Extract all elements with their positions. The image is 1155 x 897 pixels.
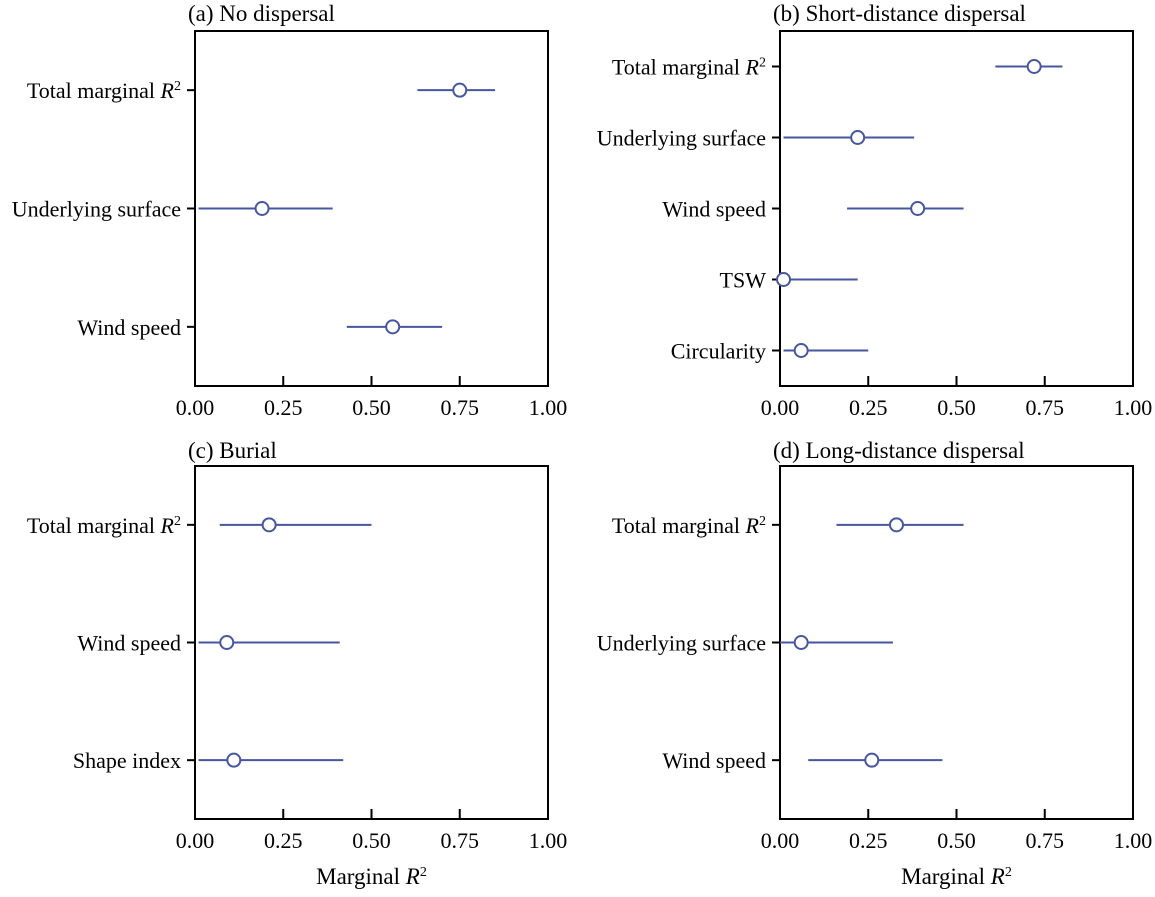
category-label: Total marginal R2 — [27, 513, 181, 538]
panel-title: (a) No dispersal — [188, 1, 335, 26]
x-axis-label: Marginal R2 — [901, 864, 1012, 889]
x-tick-label: 1.00 — [1114, 395, 1153, 420]
x-tick-label: 0.50 — [352, 828, 391, 853]
data-point — [254, 201, 270, 216]
x-tick-label: 0.75 — [1026, 828, 1065, 853]
data-point — [910, 201, 926, 216]
panel-title: (c) Burial — [188, 438, 277, 463]
data-point — [888, 517, 904, 533]
panel-title: (b) Short-distance dispersal — [773, 1, 1026, 26]
x-tick-label: 0.75 — [441, 828, 480, 853]
x-tick-label: 0.50 — [937, 828, 976, 853]
data-point — [385, 319, 401, 335]
data-point — [1026, 59, 1042, 74]
x-tick-label: 0.25 — [849, 828, 888, 853]
category-label: Wind speed — [77, 315, 181, 340]
category-label: Underlying surface — [12, 197, 181, 222]
data-point — [793, 343, 809, 358]
category-label: Wind speed — [662, 197, 766, 222]
category-label: Total marginal R2 — [612, 513, 766, 538]
x-tick-label: 1.00 — [529, 828, 568, 853]
x-tick-label: 0.50 — [352, 395, 391, 420]
panel-c: (c) Burial 0.00 0.25 0.50 0.75 1.00 Total marg… — [27, 438, 567, 889]
x-tick-label: 0.75 — [1026, 395, 1065, 420]
x-tick-label: 0.00 — [176, 395, 215, 420]
x-tick-label: 1.00 — [1114, 828, 1153, 853]
category-label: Underlying surface — [597, 631, 766, 656]
category-label: Circularity — [671, 339, 766, 364]
x-tick-label: 0.00 — [761, 395, 800, 420]
data-point — [452, 82, 468, 98]
data-point — [226, 752, 242, 768]
category-label: Underlying surface — [597, 126, 766, 151]
panel-b: (b) Short-distance dispersal 0.00 0.25 0.50… — [597, 1, 1152, 420]
category-label: TSW — [720, 268, 767, 293]
x-tick-label: 0.00 — [761, 828, 800, 853]
x-tick-label: 0.50 — [937, 395, 976, 420]
x-tick-label: 0.25 — [849, 395, 888, 420]
data-point — [850, 130, 866, 145]
category-label: Wind speed — [77, 631, 181, 656]
x-tick-label: 0.25 — [264, 828, 303, 853]
x-tick-label: 0.00 — [176, 828, 215, 853]
x-axis-label: Marginal R2 — [316, 864, 427, 889]
panel-a: (a) No dispersal 0.00 0.25 0.50 0.75 1.00 Tota… — [12, 1, 567, 420]
x-tick-label: 0.25 — [264, 395, 303, 420]
data-point — [219, 635, 235, 650]
category-label: Total marginal R2 — [612, 55, 766, 80]
data-point — [864, 752, 880, 768]
data-point — [793, 635, 809, 650]
panel-d: (d) Long-distance dispersal 0.00 0.25 0.50 0… — [597, 438, 1152, 889]
x-tick-label: 0.75 — [441, 395, 480, 420]
data-point — [776, 272, 792, 287]
data-point — [261, 517, 277, 533]
category-label: Shape index — [73, 748, 181, 773]
panel-title: (d) Long-distance dispersal — [773, 438, 1025, 463]
x-tick-label: 1.00 — [529, 395, 568, 420]
category-label: Wind speed — [662, 748, 766, 773]
category-label: Total marginal R2 — [27, 78, 181, 103]
